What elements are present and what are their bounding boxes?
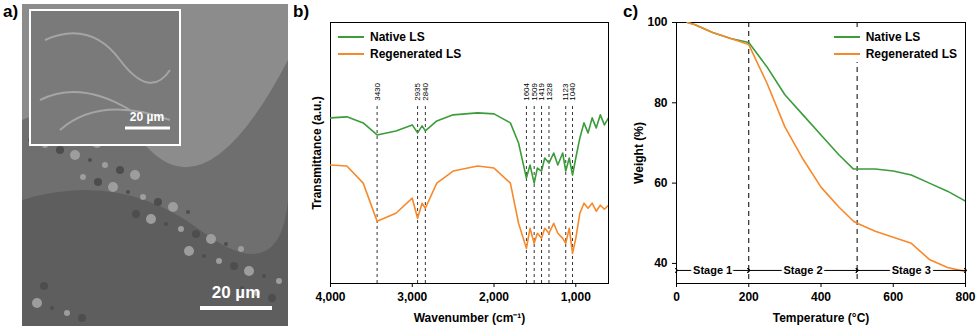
html-text:Regenerated LS: Regenerated LS [370, 46, 462, 61]
svg-text:2840: 2840 [421, 82, 430, 100]
svg-text:3,000: 3,000 [397, 290, 427, 304]
svg-text:Weight (%): Weight (%) [632, 122, 646, 184]
svg-text:Wavenumber (cm⁻¹): Wavenumber (cm⁻¹) [414, 311, 526, 325]
html-text:Native LS: Native LS [370, 29, 425, 44]
svg-text:Temperature (°C): Temperature (°C) [773, 311, 870, 325]
svg-text:3430: 3430 [373, 82, 382, 100]
svg-text:2,000: 2,000 [479, 290, 509, 304]
svg-text:Stage 2: Stage 2 [783, 264, 822, 276]
svg-text:2935: 2935 [413, 83, 423, 101]
svg-text:1509: 1509 [529, 83, 539, 101]
svg-text:20 µm: 20 µm [212, 283, 261, 302]
svg-text:20 µm: 20 µm [130, 110, 164, 124]
svg-text:600: 600 [883, 290, 903, 304]
svg-text:60: 60 [654, 176, 668, 190]
svg-text:1419: 1419 [537, 83, 547, 101]
html-text:Native LS: Native LS [865, 29, 921, 44]
svg-text:1,000: 1,000 [561, 290, 591, 304]
svg-text:Transmittance (a.u.): Transmittance (a.u.) [310, 96, 324, 209]
svg-text:1123: 1123 [561, 83, 571, 101]
svg-text:100: 100 [647, 15, 667, 29]
html-text:Regenerated LS: Regenerated LS [865, 46, 957, 61]
html-text:c): c) [623, 2, 639, 21]
svg-text:40: 40 [654, 256, 668, 270]
svg-text:Stage 1: Stage 1 [693, 264, 732, 276]
svg-text:0: 0 [673, 290, 680, 304]
svg-text:1604: 1604 [522, 83, 531, 101]
html-text:a): a) [3, 2, 19, 21]
svg-text:1040: 1040 [568, 82, 577, 100]
svg-text:80: 80 [654, 96, 668, 110]
svg-text:1328: 1328 [545, 82, 554, 100]
svg-text:4,000: 4,000 [315, 290, 345, 304]
svg-text:800: 800 [955, 290, 975, 304]
svg-text:Stage 3: Stage 3 [892, 264, 931, 276]
html-text:b): b) [293, 2, 309, 21]
svg-text:400: 400 [811, 290, 831, 304]
svg-text:200: 200 [739, 290, 759, 304]
